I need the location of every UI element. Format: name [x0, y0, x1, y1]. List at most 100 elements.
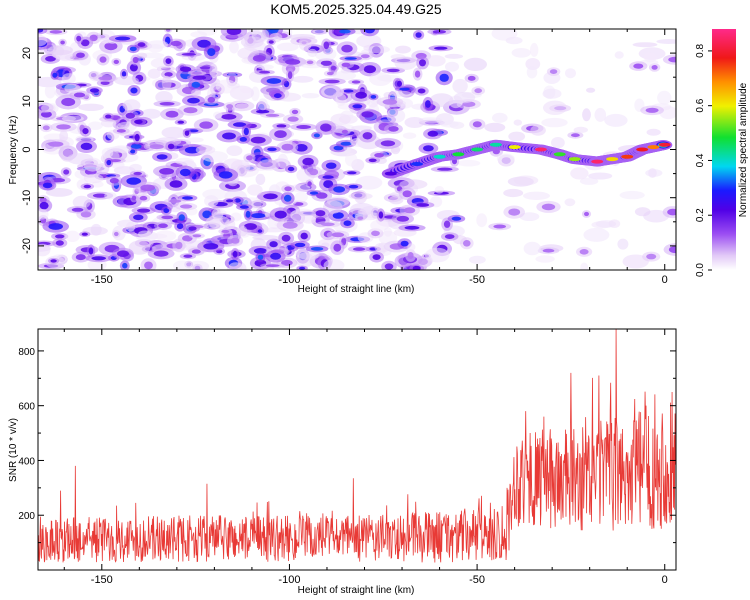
noise-blob-halo: [128, 240, 151, 255]
noise-blob-core: [668, 246, 676, 254]
snr-series-line: [38, 329, 676, 563]
noise-blob-halo: [326, 196, 350, 207]
noise-blob-halo: [645, 169, 663, 177]
noise-blob-core: [132, 56, 139, 64]
noise-blob-core: [114, 231, 119, 237]
noise-blob-core: [361, 111, 374, 118]
noise-blob-halo: [112, 145, 132, 154]
noise-blob-core: [341, 62, 351, 67]
noise-blob-core: [402, 190, 412, 198]
noise-blob-core: [281, 234, 291, 242]
noise-blob-core: [351, 80, 361, 84]
noise-blob-halo: [476, 213, 488, 228]
noise-blob-core: [333, 186, 345, 193]
noise-blob-halo: [64, 83, 81, 94]
noise-blob-core: [177, 120, 185, 124]
signal-track-point: [591, 159, 604, 164]
noise-blob-core: [180, 204, 193, 209]
noise-blob-core: [207, 96, 216, 103]
colorbar-tick-label: 0.0: [695, 263, 706, 277]
noise-blob-core: [257, 229, 263, 233]
noise-blob-halo: [67, 153, 94, 165]
noise-blob-core: [355, 91, 367, 99]
noise-blob-halo: [617, 238, 629, 250]
noise-blob-halo: [72, 195, 91, 209]
noise-blob-halo: [349, 202, 375, 216]
noise-blob-core: [230, 237, 240, 244]
noise-blob-halo: [78, 103, 104, 112]
noise-blob-core: [364, 29, 375, 34]
noise-blob-halo: [551, 137, 565, 149]
noise-blob-core: [439, 73, 449, 82]
noise-blob-halo: [252, 234, 280, 241]
noise-blob-halo: [101, 147, 114, 158]
y-tick-label: 20: [21, 47, 33, 59]
noise-blob-halo: [141, 108, 162, 119]
noise-blob-core: [427, 130, 439, 137]
noise-blob-core: [42, 125, 50, 131]
noise-blob-core: [166, 29, 171, 32]
colorbar-tick-label: 0.6: [695, 98, 706, 112]
noise-blob-core: [187, 97, 200, 104]
signal-track-point: [606, 157, 619, 162]
noise-blob-halo: [41, 103, 56, 113]
noise-blob-core: [472, 121, 482, 128]
noise-blob-core: [357, 216, 364, 220]
noise-blob-core: [50, 178, 65, 183]
noise-blob-core: [246, 155, 253, 161]
noise-blob-core: [423, 145, 434, 152]
noise-blob-core: [92, 193, 108, 198]
noise-blob-core: [668, 56, 676, 63]
noise-blob-core: [343, 220, 352, 226]
noise-blob-core: [404, 207, 416, 214]
noise-blob-core: [415, 32, 422, 38]
figure-title: KOM5.2025.325.04.49.G25: [270, 1, 441, 17]
noise-blob-halo: [565, 68, 576, 79]
noise-blob-core: [63, 169, 70, 175]
noise-blob-core: [339, 29, 351, 34]
noise-blob-halo: [463, 57, 487, 71]
noise-blob-core: [508, 208, 521, 216]
noise-blob-core: [116, 129, 126, 133]
noise-blob-core: [137, 42, 146, 47]
noise-blob-core: [268, 29, 279, 34]
noise-blob-core: [45, 56, 56, 62]
noise-blob-core: [239, 205, 249, 209]
noise-blob-core: [252, 55, 266, 62]
colorbar-gradient: [712, 29, 736, 270]
noise-blob-core: [218, 171, 233, 179]
noise-blob-halo: [388, 90, 412, 97]
noise-blob-core: [55, 240, 64, 246]
noise-blob-core: [75, 254, 86, 261]
noise-blob-core: [463, 240, 471, 247]
noise-blob-halo: [586, 87, 596, 93]
noise-blob-halo: [386, 108, 406, 124]
noise-blob-halo: [525, 58, 541, 70]
noise-blob-halo: [496, 153, 515, 164]
noise-blob-halo: [604, 113, 628, 127]
noise-blob-halo: [345, 152, 358, 167]
noise-blob-halo: [83, 173, 104, 184]
x-tick-label: -150: [91, 574, 113, 586]
noise-blob-halo: [276, 42, 299, 52]
noise-blob-halo: [369, 72, 392, 86]
noise-blob-halo: [235, 103, 249, 109]
colorbar: 0.0 0.2 0.4 0.6 0.8 Normalized spectral ampl…: [695, 29, 749, 277]
noise-blob-core: [352, 104, 363, 109]
noise-blob-halo: [215, 79, 237, 94]
noise-blob-halo: [147, 68, 161, 79]
noise-blob-halo: [230, 212, 242, 222]
noise-blob-halo: [542, 88, 562, 99]
noise-blob-core: [49, 30, 63, 34]
noise-blob-core: [287, 166, 295, 172]
signal-track-point: [452, 152, 465, 157]
noise-blob-halo: [195, 145, 216, 155]
noise-blob-core: [315, 210, 326, 217]
noise-blob-core: [39, 201, 49, 210]
noise-blob-halo: [44, 83, 56, 99]
noise-blob-core: [76, 35, 82, 42]
noise-blob-core: [222, 132, 236, 140]
noise-blob-core: [256, 109, 270, 114]
noise-blob-core: [284, 186, 292, 192]
noise-blob-core: [134, 119, 143, 125]
